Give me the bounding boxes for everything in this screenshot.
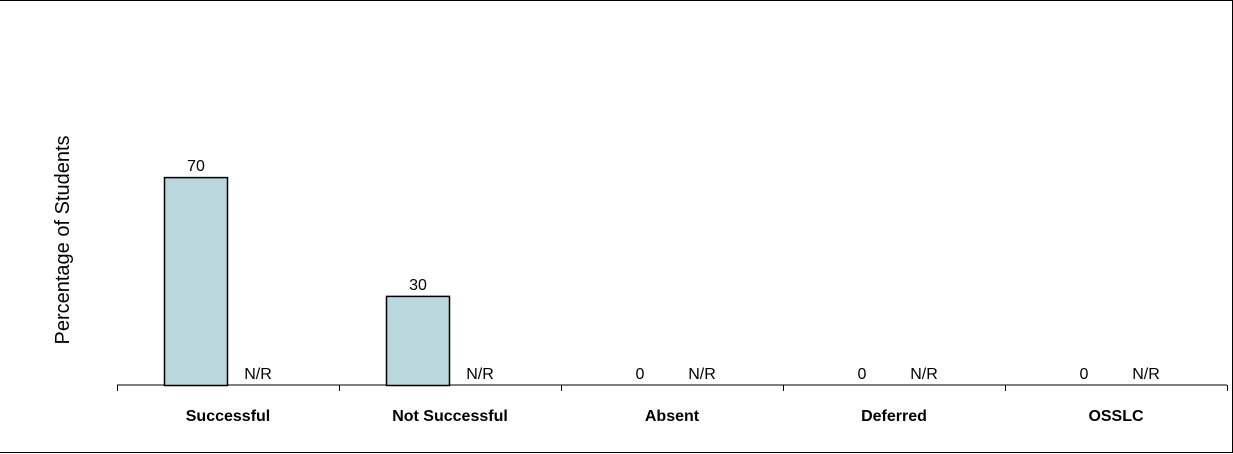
x-tick-label: Not Successful — [392, 408, 508, 425]
bar-successful — [163, 176, 229, 387]
data-label-nr: N/R — [244, 366, 272, 383]
data-label: 0 — [1080, 366, 1089, 383]
data-label-nr: N/R — [688, 366, 716, 383]
data-label-nr: N/R — [910, 366, 938, 383]
x-tick-label: Deferred — [861, 408, 927, 425]
y-axis-label: Percentage of Students — [52, 135, 74, 344]
data-label: 0 — [636, 366, 645, 383]
data-label: 70 — [187, 158, 205, 175]
x-tick-label: Successful — [186, 408, 270, 425]
data-label: 0 — [858, 366, 867, 383]
data-label-nr: N/R — [466, 366, 494, 383]
x-tick-label: OSSLC — [1088, 408, 1144, 425]
data-label: 30 — [409, 277, 427, 294]
bar-not-successful — [385, 295, 451, 387]
data-label-nr: N/R — [1132, 366, 1160, 383]
x-tick-label: Absent — [645, 408, 700, 425]
plot-area: 70 N/R Successful 30 N/R Not Successful 0 N/R Ab… — [117, 158, 1228, 425]
